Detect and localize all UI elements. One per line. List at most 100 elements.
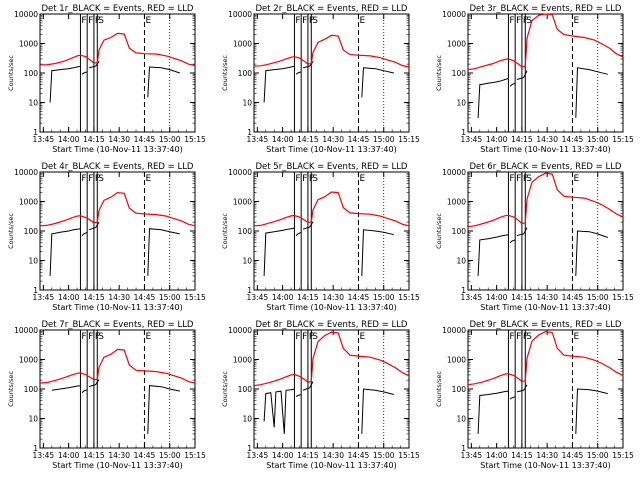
x-axis-label: Start Time (10-Nov-11 13:37:40) (266, 303, 396, 312)
x-tick-label: 14:45 (348, 135, 370, 144)
events-rate-line (147, 385, 180, 434)
y-tick-label: 1000 (19, 356, 38, 365)
time-marker-label: E (359, 332, 365, 342)
y-tick-label: 1 (461, 128, 466, 137)
time-marker-label: F (302, 174, 307, 184)
events-rate-line (509, 239, 516, 244)
y-tick-label: 10 (456, 257, 466, 266)
x-tick-label: 14:15 (511, 135, 533, 144)
y-tick-label: 100 (24, 227, 39, 236)
y-tick-label: 100 (24, 69, 39, 78)
x-tick-label: 14:45 (562, 451, 584, 460)
lld-rate-line (253, 191, 410, 227)
y-tick-label: 10000 (442, 326, 466, 335)
events-rate-line (263, 227, 295, 276)
panel-title: Det 4r_BLACK = Events, RED = LLD (42, 162, 194, 172)
events-rate-line (49, 65, 81, 103)
y-tick-label: 1000 (233, 198, 252, 207)
x-axis-label: Start Time (10-Nov-11 13:37:40) (52, 145, 182, 154)
x-tick-label: 14:15 (511, 451, 533, 460)
y-axis-label: Counts/sec (221, 213, 229, 249)
x-tick-label: 15:15 (612, 451, 634, 460)
time-marker-label: S (526, 174, 532, 184)
events-rate-line (509, 82, 516, 87)
x-tick-label: 14:45 (562, 135, 584, 144)
lld-rate-line (253, 331, 410, 387)
x-tick-label: 14:00 (486, 293, 508, 302)
x-tick-label: 15:00 (587, 451, 609, 460)
y-tick-label: 100 (452, 69, 467, 78)
x-tick-label: 14:00 (272, 451, 294, 460)
events-rate-line (516, 384, 528, 393)
y-tick-label: 100 (452, 227, 467, 236)
x-tick-label: 14:15 (83, 451, 105, 460)
x-tick-label: 14:45 (134, 135, 156, 144)
y-tick-label: 10000 (228, 10, 252, 19)
x-tick-label: 14:45 (348, 293, 370, 302)
x-tick-label: 14:00 (58, 135, 80, 144)
x-tick-label: 15:00 (373, 451, 395, 460)
x-tick-label: 15:00 (159, 293, 181, 302)
y-tick-label: 10 (242, 257, 252, 266)
panel-title: Det 9r_BLACK = Events, RED = LLD (470, 320, 622, 330)
time-marker-label: F (81, 16, 86, 26)
y-axis-label: Counts/sec (7, 371, 15, 407)
detector-panel: Det 9r_BLACK = Events, RED = LLD 1 10 100 10… (435, 320, 634, 470)
y-tick-label: 100 (238, 227, 253, 236)
time-marker-label: S (98, 16, 104, 26)
events-rate-line (88, 221, 100, 231)
detector-panel: Det 8r_BLACK = Events, RED = LLD 1 10 100 10… (221, 320, 420, 470)
x-tick-label: 14:15 (83, 135, 105, 144)
y-tick-label: 10000 (228, 326, 252, 335)
time-marker-label: F (302, 332, 307, 342)
events-rate-line (361, 229, 394, 276)
events-rate-line (88, 379, 100, 388)
time-marker-label: E (573, 332, 579, 342)
x-tick-label: 14:45 (134, 293, 156, 302)
x-tick-label: 14:30 (108, 451, 130, 460)
x-tick-label: 15:15 (184, 135, 206, 144)
x-tick-label: 15:15 (612, 293, 634, 302)
x-tick-label: 14:00 (58, 451, 80, 460)
y-tick-label: 100 (238, 69, 253, 78)
y-tick-label: 1000 (447, 40, 466, 49)
y-tick-label: 10 (456, 415, 466, 424)
x-tick-label: 14:30 (108, 293, 130, 302)
events-rate-line (575, 67, 608, 118)
x-tick-label: 14:30 (322, 451, 344, 460)
x-tick-label: 15:00 (373, 135, 395, 144)
time-marker-label: F (81, 174, 86, 184)
events-rate-line (147, 228, 180, 276)
time-marker-label: S (98, 332, 104, 342)
y-tick-label: 1 (33, 444, 38, 453)
y-tick-label: 1 (461, 444, 466, 453)
time-marker-label: F (516, 16, 521, 26)
x-tick-label: 14:45 (562, 293, 584, 302)
events-rate-line (81, 231, 88, 236)
lld-rate-line (467, 13, 624, 71)
y-axis-label: Counts/sec (221, 371, 229, 407)
time-marker-label: S (98, 174, 104, 184)
events-rate-line (295, 71, 302, 75)
time-marker-label: F (516, 332, 521, 342)
time-marker-label: E (359, 174, 365, 184)
x-tick-label: 14:30 (322, 293, 344, 302)
y-tick-label: 1000 (19, 198, 38, 207)
x-tick-label: 14:30 (536, 451, 558, 460)
y-tick-label: 100 (452, 385, 467, 394)
x-tick-label: 14:30 (536, 293, 558, 302)
x-tick-label: 14:15 (297, 451, 319, 460)
panel-title: Det 5r_BLACK = Events, RED = LLD (256, 162, 408, 172)
panel-title: Det 6r_BLACK = Events, RED = LLD (470, 162, 622, 172)
time-marker-label: F (88, 174, 93, 184)
y-axis-label: Counts/sec (435, 371, 443, 407)
x-tick-label: 15:00 (587, 293, 609, 302)
y-tick-label: 1 (461, 286, 466, 295)
y-axis-label: Counts/sec (435, 213, 443, 249)
events-rate-line (361, 67, 394, 98)
x-axis-label: Start Time (10-Nov-11 13:37:40) (480, 303, 610, 312)
events-rate-line (51, 385, 81, 391)
x-axis-label: Start Time (10-Nov-11 13:37:40) (266, 461, 396, 470)
x-axis-label: Start Time (10-Nov-11 13:37:40) (52, 461, 182, 470)
y-tick-label: 10000 (228, 168, 252, 177)
